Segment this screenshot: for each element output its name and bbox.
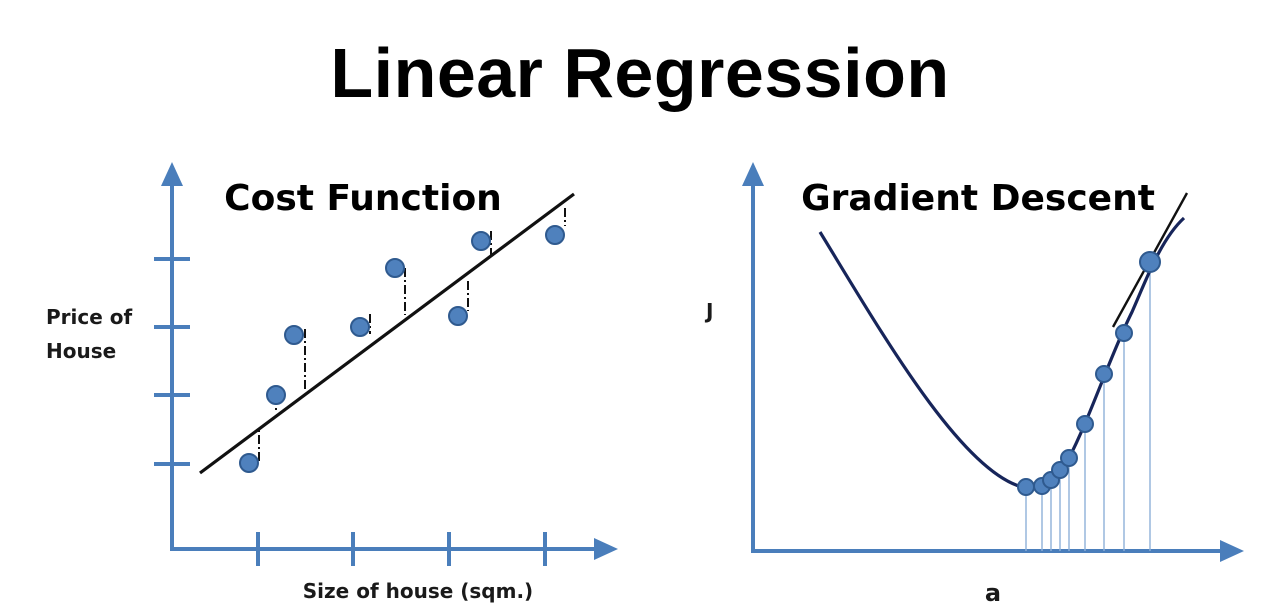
gd-y-axis-arrow: [742, 162, 764, 186]
descent-point: [1017, 478, 1035, 496]
cost-function-title: Cost Function: [224, 178, 502, 219]
descent-point: [1139, 251, 1161, 273]
data-point: [284, 325, 304, 345]
cost-ylabel-line1: Price of: [46, 305, 133, 329]
descent-point: [1095, 365, 1113, 383]
cost-ylabel-line2: House: [46, 339, 116, 363]
cost-xlabel: Size of house (sqm.): [303, 579, 533, 603]
data-point: [350, 317, 370, 337]
gradient-descent-panel: Gradient Descent J a: [704, 162, 1244, 603]
gd-xlabel: a: [985, 579, 1001, 603]
data-point: [545, 225, 565, 245]
gradient-descent-title: Gradient Descent: [801, 178, 1155, 219]
cost-y-axis-arrow: [161, 162, 183, 186]
descent-point: [1115, 324, 1133, 342]
gd-x-axis-arrow: [1220, 540, 1244, 562]
descent-point: [1051, 461, 1069, 479]
data-point: [471, 231, 491, 251]
regression-line: [199, 192, 575, 475]
gd-ylabel: J: [704, 299, 713, 323]
descent-point: [1076, 415, 1094, 433]
cost-x-axis-arrow: [594, 538, 618, 560]
data-point: [448, 306, 468, 326]
page-title: Linear Regression: [330, 34, 950, 112]
descent-point: [1060, 449, 1078, 467]
cost-curve: [818, 216, 1186, 490]
data-point: [266, 385, 286, 405]
cost-function-panel: Cost Function Price of House Size of hou…: [46, 162, 618, 603]
data-point: [385, 258, 405, 278]
data-point: [239, 453, 259, 473]
